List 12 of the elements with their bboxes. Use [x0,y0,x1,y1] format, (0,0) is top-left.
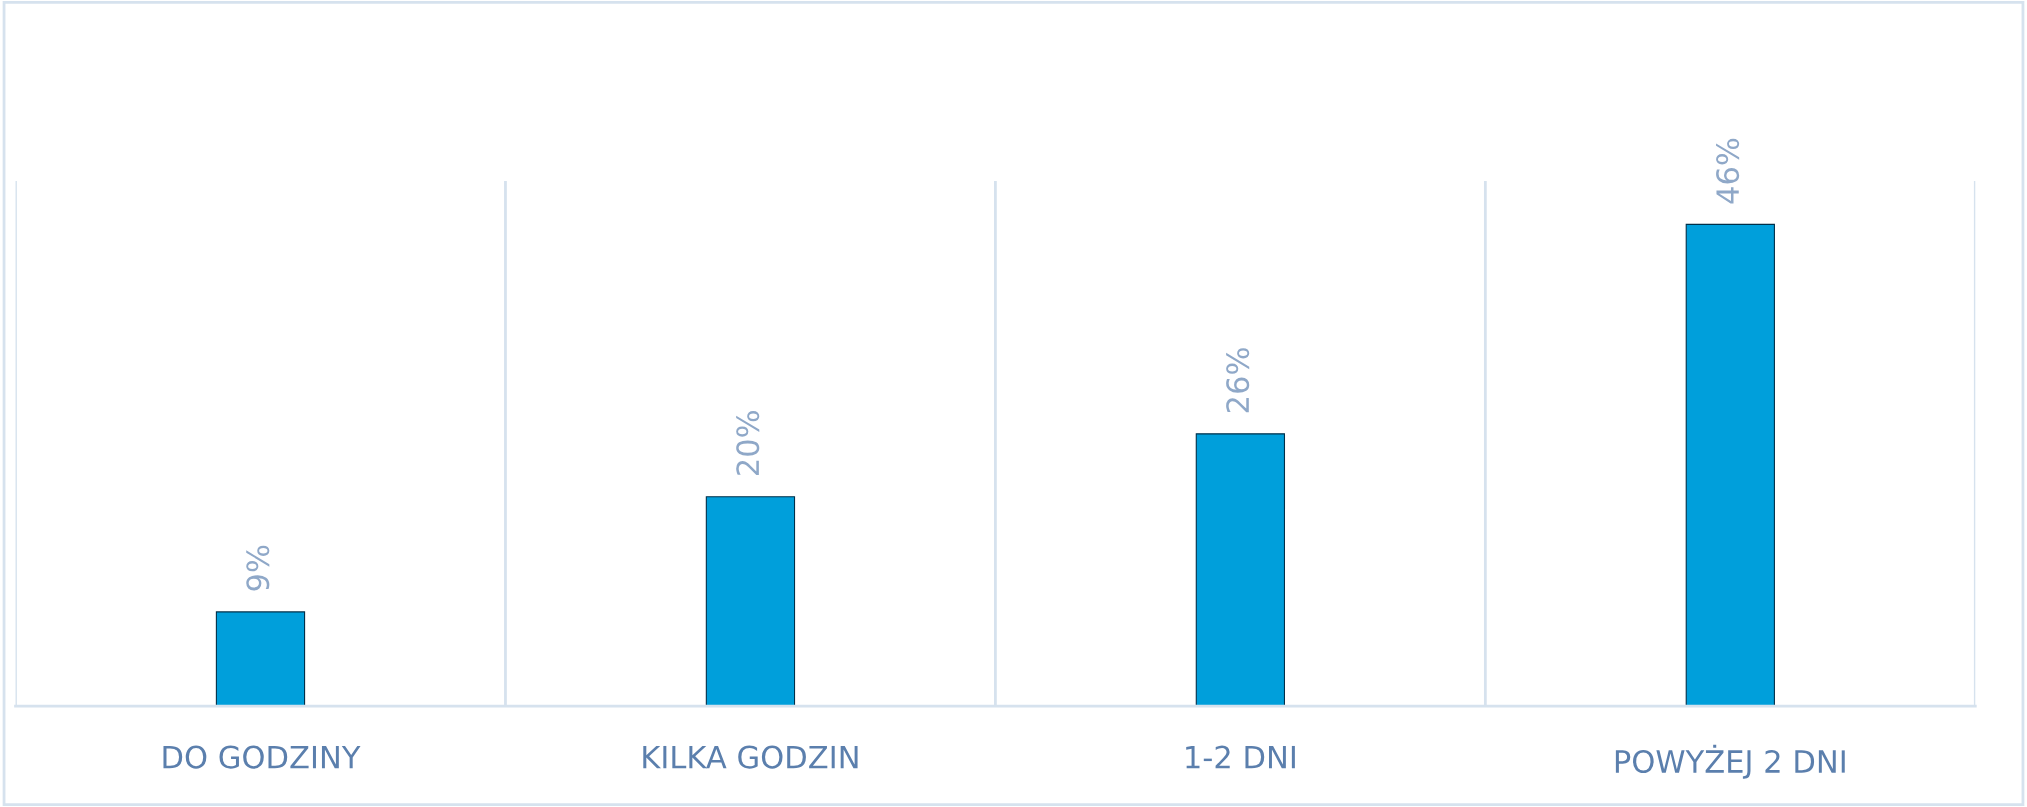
x-tick-label: POWYŻEJ 2 DNI [1615,744,1845,779]
data-label: 20% [736,411,760,475]
data-label: 9% [246,545,270,591]
bar [1685,223,1775,707]
x-tick-label: 1-2 DNI [1186,745,1295,769]
data-label: 46% [1716,138,1740,204]
bar [705,496,796,707]
data-label: 26% [1226,348,1250,413]
bar [1195,433,1286,707]
x-tick-label: DO GODZINY [163,745,361,769]
x-tick-label: KILKA GODZIN [643,745,858,769]
bar [215,611,306,707]
